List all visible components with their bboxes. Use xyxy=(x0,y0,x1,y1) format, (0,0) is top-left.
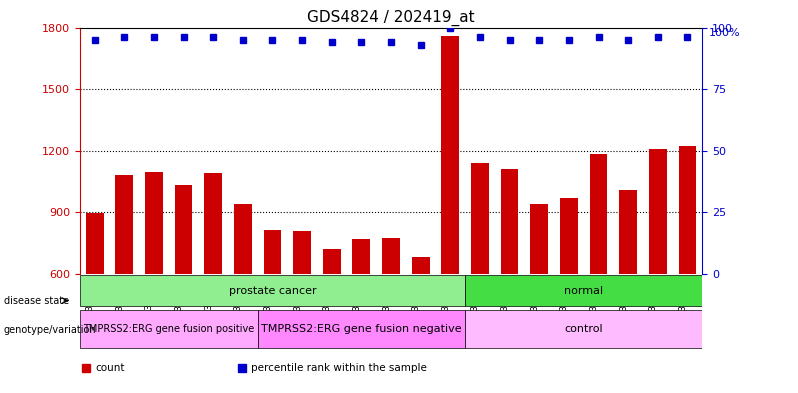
FancyBboxPatch shape xyxy=(465,275,702,307)
Bar xyxy=(234,204,251,393)
Bar xyxy=(678,147,697,393)
Text: TMPRSS2:ERG gene fusion negative: TMPRSS2:ERG gene fusion negative xyxy=(261,324,462,334)
Bar xyxy=(531,204,548,393)
Text: prostate cancer: prostate cancer xyxy=(229,286,316,296)
Bar xyxy=(500,169,519,393)
Text: control: control xyxy=(564,324,603,334)
Text: normal: normal xyxy=(564,286,603,296)
Text: 100%: 100% xyxy=(709,28,740,37)
Bar xyxy=(560,198,578,393)
Bar xyxy=(353,239,370,393)
Text: TMPRSS2:ERG gene fusion positive: TMPRSS2:ERG gene fusion positive xyxy=(83,324,255,334)
Bar xyxy=(649,149,666,393)
Bar xyxy=(204,173,222,393)
Text: genotype/variation: genotype/variation xyxy=(4,325,97,335)
Bar xyxy=(175,185,192,393)
Bar xyxy=(619,189,637,393)
Text: percentile rank within the sample: percentile rank within the sample xyxy=(251,363,427,373)
Bar xyxy=(382,238,400,393)
Bar xyxy=(441,36,459,393)
Text: count: count xyxy=(96,363,124,373)
FancyBboxPatch shape xyxy=(80,275,465,307)
Bar xyxy=(85,213,104,393)
Bar xyxy=(323,249,341,393)
Title: GDS4824 / 202419_at: GDS4824 / 202419_at xyxy=(307,10,475,26)
Bar xyxy=(263,230,282,393)
FancyBboxPatch shape xyxy=(465,310,702,349)
Bar xyxy=(145,172,163,393)
Bar xyxy=(471,163,489,393)
Bar xyxy=(412,257,429,393)
FancyBboxPatch shape xyxy=(80,310,258,349)
Bar xyxy=(590,154,607,393)
Bar xyxy=(116,175,133,393)
Text: disease state: disease state xyxy=(4,296,69,306)
Bar xyxy=(293,231,311,393)
FancyBboxPatch shape xyxy=(258,310,465,349)
